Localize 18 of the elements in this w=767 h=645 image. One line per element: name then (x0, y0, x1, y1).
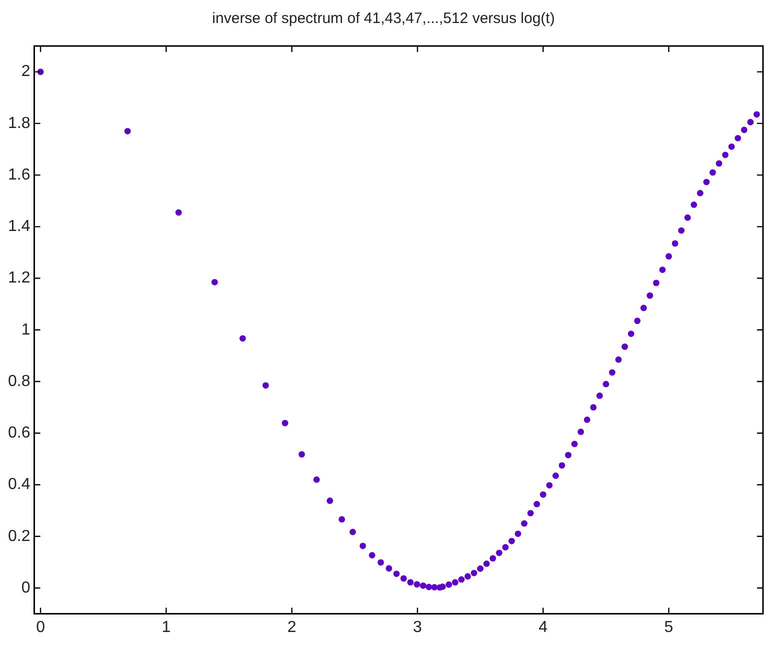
y-tick-label: 1.4 (8, 218, 30, 236)
x-tick-label: 4 (538, 618, 548, 636)
y-tick-label: 1.6 (8, 166, 30, 184)
y-tick-label: 1.8 (8, 114, 30, 132)
y-tick-label: 0 (21, 579, 30, 596)
y-tick-label: 0.4 (8, 476, 30, 494)
x-tick-label: 3 (413, 618, 422, 636)
y-tick-label: 1.2 (8, 270, 30, 287)
x-tick-label: 2 (287, 618, 296, 636)
y-tick-label: 2 (21, 63, 30, 80)
x-tick-label: 5 (664, 618, 674, 636)
x-tick-label: 0 (36, 618, 46, 636)
y-tick-label: 0.8 (8, 372, 30, 390)
chart-title: inverse of spectrum of 41,43,47,...,512 versus log(t) (212, 10, 555, 28)
y-tick-label: 0.2 (8, 528, 30, 545)
y-tick-label: 0.6 (8, 424, 30, 442)
y-tick-label: 1 (21, 321, 30, 338)
x-tick-label: 1 (162, 618, 171, 636)
